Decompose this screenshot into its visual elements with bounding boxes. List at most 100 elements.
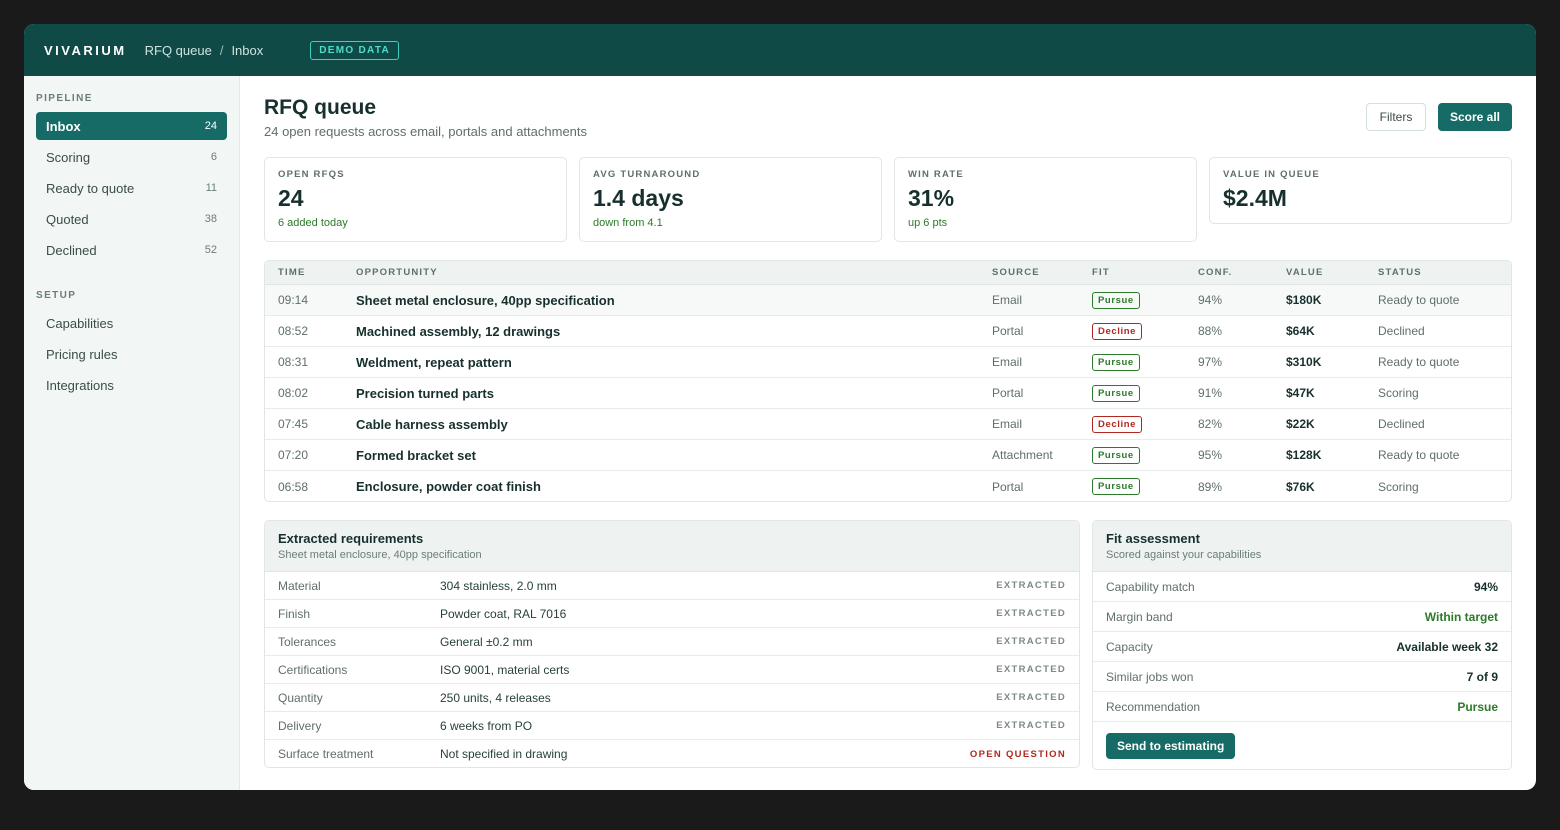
main-content: RFQ queue 24 open requests across email,… — [264, 76, 1512, 790]
cell-confidence: 88% — [1198, 324, 1223, 338]
cell-opportunity[interactable]: Enclosure, powder coat finish — [356, 479, 541, 494]
fit-key: Similar jobs won — [1106, 669, 1194, 684]
sidebar-item-scoring[interactable]: Scoring 6 — [36, 143, 227, 171]
column-header-source[interactable]: SOURCE — [992, 267, 1040, 278]
requirement-row: Material 304 stainless, 2.0 mm EXTRACTED — [265, 572, 1079, 600]
kpi-label: WIN RATE — [908, 169, 964, 180]
requirement-value: 304 stainless, 2.0 mm — [440, 578, 557, 593]
requirement-row: Finish Powder coat, RAL 7016 EXTRACTED — [265, 600, 1079, 628]
sidebar-item-declined[interactable]: Declined 52 — [36, 236, 227, 264]
requirement-key: Surface treatment — [278, 747, 374, 761]
cell-source: Attachment — [992, 448, 1053, 462]
sidebar-item-label: Capabilities — [46, 315, 114, 331]
cell-time: 08:52 — [278, 324, 309, 338]
fit-value: 94% — [1473, 579, 1498, 594]
fit-assessment-list: Capability match 94% Margin band Within tar… — [1093, 572, 1511, 722]
cell-confidence: 95% — [1198, 448, 1223, 462]
sidebar-item-integrations[interactable]: Integrations — [36, 371, 227, 399]
requirement-status-tag: EXTRACTED — [996, 692, 1066, 703]
sidebar-item-count: 6 — [210, 151, 217, 163]
column-header-conf[interactable]: CONF. — [1198, 267, 1233, 278]
extracted-requirements-panel: Extracted requirements Sheet metal enclo… — [264, 520, 1080, 768]
requirement-value: 250 units, 4 releases — [440, 690, 551, 705]
table-row[interactable]: 08:02 Precision turned parts Portal Pursue 9… — [265, 378, 1511, 409]
requirement-value: Powder coat, RAL 7016 — [440, 606, 567, 621]
requirement-status-tag: EXTRACTED — [996, 608, 1066, 619]
column-header-status[interactable]: STATUS — [1378, 267, 1422, 278]
panel-title: Fit assessment — [1106, 531, 1200, 546]
panel-subtitle: Sheet metal enclosure, 40pp specificatio… — [278, 549, 482, 561]
send-to-estimating-button[interactable]: Send to estimating — [1106, 733, 1236, 759]
cell-value: $47K — [1286, 386, 1315, 400]
cell-fit: Pursue — [1092, 478, 1198, 495]
requirement-value: ISO 9001, material certs — [440, 662, 570, 677]
cell-opportunity[interactable]: Precision turned parts — [356, 385, 494, 401]
table-row[interactable]: 08:31 Weldment, repeat pattern Email Pursue… — [265, 347, 1511, 378]
brand-logo[interactable]: VIVARIUM — [44, 42, 127, 58]
sidebar-item-capabilities[interactable]: Capabilities — [36, 309, 227, 337]
cell-fit: Pursue — [1092, 446, 1198, 464]
cell-fit: Pursue — [1092, 291, 1198, 309]
cell-opportunity[interactable]: Formed bracket set — [356, 447, 476, 463]
fit-key: Capability match — [1106, 579, 1195, 594]
cell-source: Portal — [992, 386, 1024, 400]
panel-actions: Send to estimating — [1093, 722, 1511, 769]
sidebar-item-count: 11 — [205, 182, 217, 194]
filters-button[interactable]: Filters — [1366, 103, 1426, 131]
requirement-status-tag: EXTRACTED — [996, 664, 1066, 675]
cell-status: Declined — [1378, 417, 1425, 431]
sidebar-item-label: Integrations — [46, 377, 114, 393]
cell-status: Declined — [1378, 324, 1425, 338]
fit-badge: Decline — [1092, 322, 1142, 340]
fit-row: Recommendation Pursue — [1093, 692, 1511, 722]
fit-badge: Decline — [1092, 415, 1142, 433]
score-all-button[interactable]: Score all — [1438, 103, 1512, 131]
sidebar-item-quoted[interactable]: Quoted 38 — [36, 205, 227, 233]
sidebar-item-label: Inbox — [46, 118, 81, 134]
cell-status: Scoring — [1378, 479, 1419, 494]
kpi-label: VALUE IN QUEUE — [1223, 169, 1320, 180]
table-row[interactable]: 07:45 Cable harness assembly Email Decline 8… — [265, 409, 1511, 440]
cell-status: Ready to quote — [1378, 293, 1460, 307]
cell-status: Scoring — [1378, 386, 1419, 400]
kpi-card-win-rate: WIN RATE 31% up 6 pts — [894, 157, 1197, 242]
cell-opportunity[interactable]: Cable harness assembly — [356, 416, 508, 432]
requirement-key: Delivery — [278, 718, 322, 733]
sidebar-item-ready-to-quote[interactable]: Ready to quote 11 — [36, 174, 227, 202]
column-header-value[interactable]: VALUE — [1286, 267, 1324, 278]
kpi-note: down from 4.1 — [593, 217, 663, 229]
cell-source: Email — [992, 417, 1023, 431]
sidebar-item-pricing-rules[interactable]: Pricing rules — [36, 340, 227, 368]
cell-opportunity[interactable]: Machined assembly, 12 drawings — [356, 323, 561, 339]
cell-confidence: 91% — [1198, 386, 1223, 400]
fit-badge: Pursue — [1092, 353, 1140, 371]
table-header: TIME OPPORTUNITY SOURCE FIT CONF. VALUE … — [265, 261, 1511, 285]
fit-badge: Pursue — [1092, 384, 1140, 402]
table-row[interactable]: 06:58 Enclosure, powder coat finish Portal… — [265, 471, 1511, 501]
sidebar-item-inbox[interactable]: Inbox 24 — [36, 112, 227, 140]
panel-subtitle: Scored against your capabilities — [1106, 549, 1262, 561]
fit-value: 7 of 9 — [1466, 669, 1498, 684]
cell-opportunity[interactable]: Weldment, repeat pattern — [356, 354, 512, 370]
kpi-value: $2.4M — [1223, 185, 1287, 211]
cell-confidence: 82% — [1198, 417, 1223, 431]
breadcrumb-rfq-queue[interactable]: RFQ queue — [144, 42, 212, 58]
kpi-value: 1.4 days — [593, 185, 684, 211]
table-row[interactable]: 07:20 Formed bracket set Attachment Pursue 9… — [265, 440, 1511, 471]
column-header-time[interactable]: TIME — [278, 267, 306, 278]
column-header-opportunity[interactable]: OPPORTUNITY — [356, 267, 438, 278]
kpi-value: 31% — [908, 185, 955, 211]
table-row[interactable]: 09:14 Sheet metal enclosure, 40pp specifi… — [265, 285, 1511, 316]
cell-value: $310K — [1286, 355, 1322, 369]
app-window: VIVARIUM RFQ queue / Inbox DEMO DATA PIP… — [24, 24, 1536, 790]
requirement-status-tag: EXTRACTED — [996, 636, 1066, 647]
kpi-row: OPEN RFQS 24 6 added today AVG TURNAROUN… — [264, 157, 1512, 242]
top-bar: VIVARIUM RFQ queue / Inbox DEMO DATA — [24, 24, 1536, 76]
cell-source: Portal — [992, 479, 1024, 494]
cell-source: Email — [992, 293, 1023, 307]
page-subtitle: 24 open requests across email, portals a… — [264, 124, 588, 139]
column-header-fit[interactable]: FIT — [1092, 267, 1110, 278]
cell-opportunity[interactable]: Sheet metal enclosure, 40pp specificatio… — [356, 292, 615, 308]
cell-value: $64K — [1286, 324, 1315, 338]
table-row[interactable]: 08:52 Machined assembly, 12 drawings Porta… — [265, 316, 1511, 347]
